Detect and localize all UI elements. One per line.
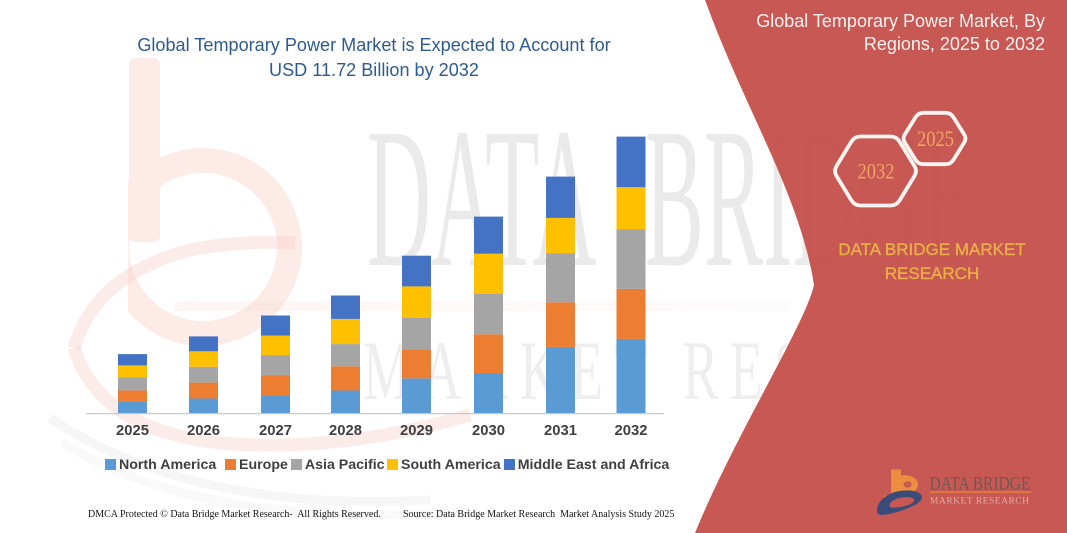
svg-text:2025: 2025 bbox=[917, 126, 954, 151]
svg-text:2032: 2032 bbox=[858, 159, 895, 184]
svg-text:MARKET RESEARCH: MARKET RESEARCH bbox=[930, 497, 1029, 507]
svg-text:DATA BRIDGE: DATA BRIDGE bbox=[930, 474, 1031, 495]
